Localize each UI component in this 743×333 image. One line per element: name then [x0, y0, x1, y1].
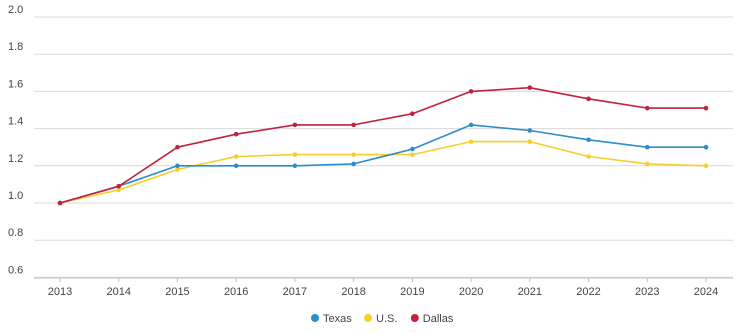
legend-label-u-s: U.S.	[376, 313, 397, 325]
x-tick-label: 2021	[518, 286, 542, 298]
legend-marker-texas	[311, 314, 319, 322]
series-lines	[57, 85, 709, 206]
data-point-u-s	[468, 139, 474, 144]
legend-label-dallas: Dallas	[423, 313, 454, 325]
data-point-texas	[233, 163, 239, 169]
y-tick-label: 1.0	[8, 190, 23, 202]
data-point-texas	[644, 144, 650, 150]
y-tick-label: 0.6	[8, 264, 23, 276]
y-axis-ticks: 0.6 0.8 1.0 1.2 1.4 1.6 1.8 2.0	[8, 4, 23, 276]
legend-marker-u-s	[364, 314, 372, 322]
series-line-u-s	[59, 140, 707, 204]
data-point-u-s	[175, 167, 180, 172]
x-tick-label: 2020	[459, 286, 483, 298]
data-point-texas	[586, 137, 591, 143]
series-line-texas	[59, 124, 706, 204]
y-tick-label: 0.8	[8, 227, 23, 239]
data-point-dallas	[292, 122, 298, 128]
data-point-dallas	[586, 96, 591, 102]
data-point-u-s	[410, 152, 415, 157]
x-tick-label: 2016	[224, 286, 248, 298]
data-point-dallas	[703, 105, 709, 111]
x-tick-label: 2015	[165, 286, 189, 298]
data-point-texas	[703, 144, 709, 150]
data-point-texas	[175, 163, 180, 169]
data-point-u-s	[644, 161, 650, 167]
gridlines	[34, 16, 733, 279]
data-point-texas	[292, 163, 298, 169]
data-point-texas	[468, 122, 474, 128]
x-tick-label: 2024	[694, 286, 718, 298]
legend: Texas U.S. Dallas	[311, 313, 454, 325]
x-tick-label: 2017	[283, 286, 307, 298]
x-tick-label: 2013	[48, 286, 72, 298]
data-point-dallas	[116, 183, 122, 189]
data-point-u-s	[233, 154, 239, 159]
data-point-dallas	[468, 89, 474, 94]
y-tick-label: 2.0	[8, 4, 23, 16]
x-tick-label: 2022	[576, 286, 600, 298]
data-point-u-s	[703, 163, 709, 169]
y-tick-label: 1.4	[8, 116, 23, 128]
data-point-texas	[410, 146, 415, 152]
legend-marker-dallas	[410, 314, 419, 322]
y-tick-label: 1.8	[8, 41, 23, 53]
data-point-texas	[527, 128, 533, 133]
data-point-u-s	[351, 152, 356, 157]
x-axis-ticks: 2013 2014 2015 2016 2017 2018 2019 2020 2021 2022…	[48, 278, 718, 298]
series-line-dallas	[59, 86, 706, 204]
data-point-dallas	[57, 200, 63, 206]
x-tick-label: 2014	[106, 286, 130, 298]
data-point-u-s	[292, 152, 298, 157]
data-point-dallas	[175, 144, 180, 150]
x-tick-label: 2018	[341, 286, 365, 298]
x-tick-label: 2019	[400, 286, 424, 298]
data-point-u-s	[116, 187, 122, 193]
data-point-dallas	[410, 111, 415, 117]
x-tick-label: 2023	[635, 286, 659, 298]
data-point-dallas	[351, 122, 356, 128]
data-point-u-s	[527, 139, 533, 144]
data-point-dallas	[527, 85, 533, 90]
y-tick-label: 1.2	[8, 153, 23, 165]
legend-label-texas: Texas	[323, 313, 352, 325]
data-point-texas	[351, 161, 356, 167]
data-point-dallas	[233, 131, 239, 137]
data-point-dallas	[644, 105, 650, 111]
y-tick-label: 1.6	[8, 78, 23, 90]
data-point-u-s	[586, 154, 591, 159]
